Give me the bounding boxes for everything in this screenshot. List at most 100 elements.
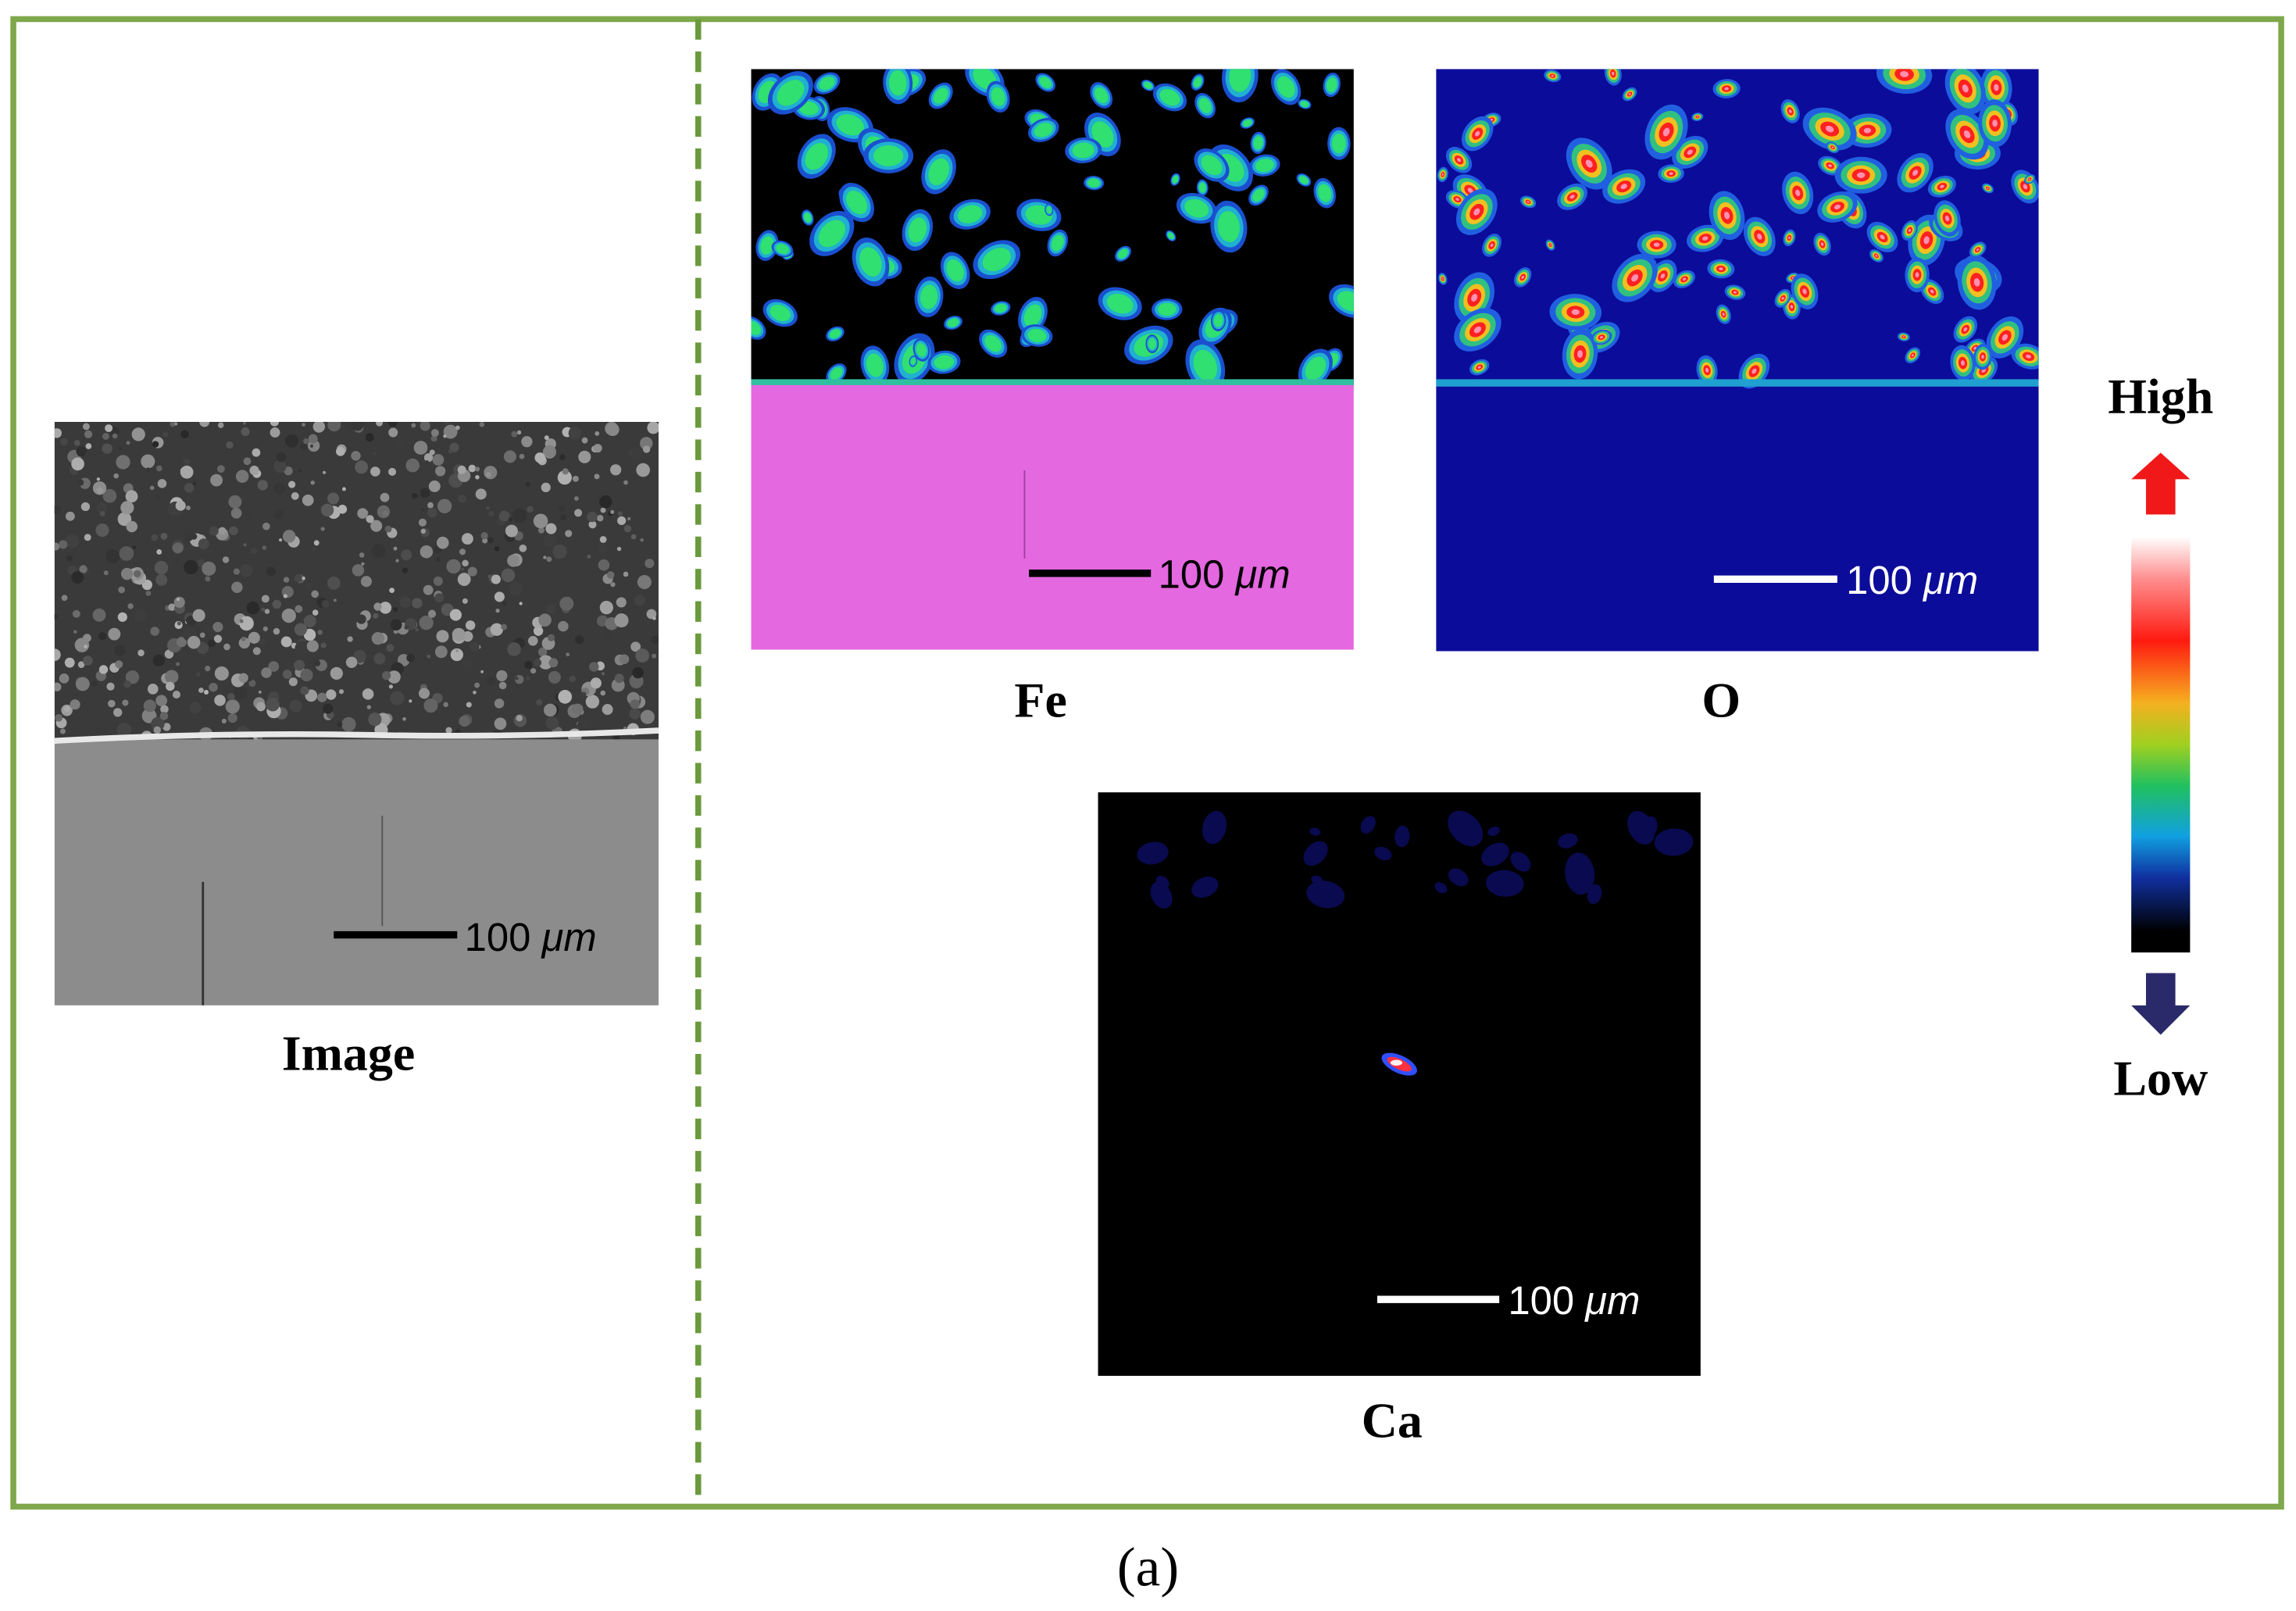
grain [317, 692, 327, 702]
grain [503, 450, 516, 463]
blob [946, 259, 965, 282]
grain [184, 483, 195, 493]
grain [145, 467, 152, 473]
grain [387, 421, 398, 427]
grain [436, 630, 449, 643]
grain [172, 542, 184, 554]
blob [1944, 216, 1950, 222]
scale-bar-text: 100 μm [465, 916, 597, 960]
grain [113, 708, 123, 717]
grain [300, 443, 307, 451]
blob [1144, 81, 1152, 89]
grain [443, 434, 447, 438]
grain [176, 662, 180, 666]
grain [321, 600, 330, 608]
grain [559, 505, 566, 513]
blob [1751, 368, 1757, 374]
grain [393, 546, 398, 551]
grain [273, 459, 287, 473]
grain [640, 538, 645, 542]
blob [1467, 188, 1473, 193]
grain [336, 721, 343, 727]
blob [910, 357, 916, 365]
grain [123, 680, 131, 688]
grain [614, 613, 629, 628]
grain [155, 573, 168, 586]
grain [537, 647, 548, 657]
grain [118, 586, 125, 594]
grain [204, 625, 213, 634]
grain [616, 546, 622, 552]
grain [192, 609, 205, 622]
blob [1702, 236, 1709, 241]
blob [947, 318, 959, 327]
grain [617, 516, 627, 526]
grain [445, 727, 452, 734]
grain [415, 628, 419, 632]
grain [75, 693, 78, 697]
grain [229, 526, 238, 536]
grain [610, 509, 615, 514]
panel-label: Ca [1362, 1393, 1423, 1448]
grain [575, 635, 584, 645]
grain [457, 573, 471, 586]
blob [776, 244, 789, 255]
blob [1643, 816, 1658, 837]
grain [277, 452, 287, 463]
blob [830, 367, 843, 380]
grain [120, 501, 134, 515]
grain [95, 523, 109, 538]
grain [425, 460, 430, 465]
panel-label: Image [282, 1025, 416, 1081]
blob [933, 88, 948, 104]
blob [1631, 273, 1639, 282]
blob [1790, 305, 1794, 309]
grain [288, 677, 298, 687]
grain [490, 623, 503, 636]
grain [242, 421, 246, 425]
grain [597, 545, 608, 555]
grain [423, 453, 434, 463]
grain [368, 713, 382, 727]
scale-value: 100 [1159, 552, 1225, 597]
grain [634, 595, 645, 606]
grain [511, 430, 518, 438]
grain [487, 677, 495, 686]
grain [230, 508, 242, 519]
blob [1662, 127, 1670, 137]
grain [630, 699, 640, 709]
grain [598, 495, 612, 509]
grain [341, 716, 356, 732]
grain [459, 548, 466, 555]
grain [541, 482, 551, 492]
grain [72, 609, 80, 618]
blob [1825, 125, 1834, 133]
blob [1687, 149, 1693, 155]
grain [75, 677, 90, 691]
grain [443, 421, 450, 426]
blob [846, 191, 868, 215]
grain [420, 421, 430, 431]
blob [1960, 360, 1965, 366]
grain [320, 503, 334, 517]
grain [126, 520, 138, 533]
grain [533, 513, 548, 529]
grain [258, 638, 266, 646]
grain [205, 666, 211, 672]
blob [1722, 313, 1725, 316]
grain [115, 660, 123, 669]
grain [257, 480, 268, 491]
grain [248, 424, 254, 430]
grain [436, 536, 449, 549]
grain [126, 441, 130, 445]
blob [1434, 882, 1448, 894]
grain [494, 591, 505, 602]
grain [599, 536, 607, 543]
grain [71, 570, 84, 584]
scale-unit: μm [540, 916, 596, 960]
grain [545, 523, 557, 534]
grain [509, 581, 523, 596]
grain [96, 502, 107, 514]
grain [241, 427, 250, 437]
grain [614, 673, 624, 684]
